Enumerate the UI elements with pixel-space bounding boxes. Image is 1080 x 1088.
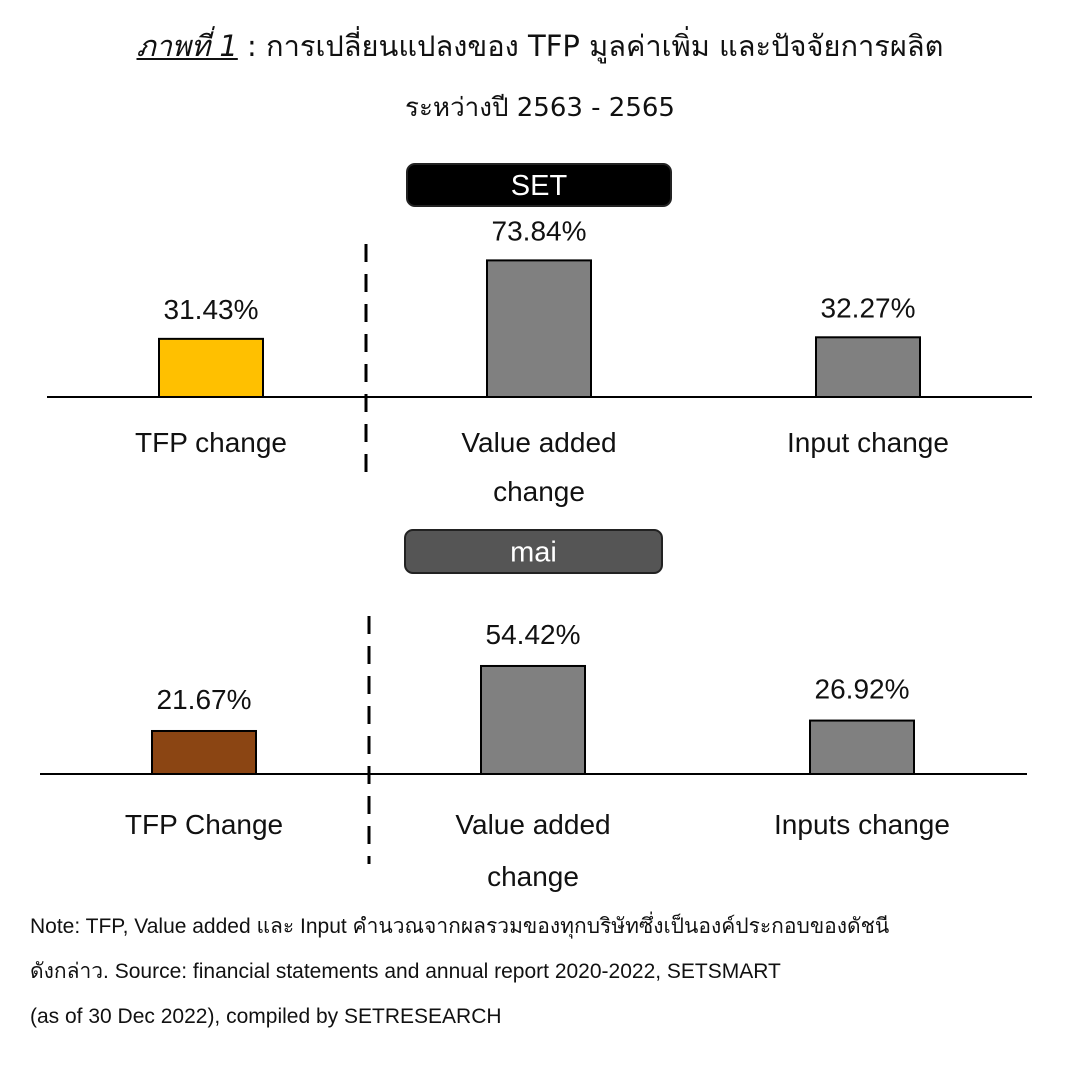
set-category-label-1: TFP change <box>135 427 287 458</box>
mai-data-label-2: 54.42% <box>486 619 581 650</box>
chart-title: ภาพที่ 1 : การเปลี่ยนแปลงของ TFP มูลค่าเ… <box>0 26 1080 66</box>
set-category-label-3: Input change <box>787 427 949 458</box>
chart-subtitle: ระหว่างปี 2563 - 2565 <box>405 93 675 123</box>
mai-data-label-1: 21.67% <box>157 684 252 715</box>
note-line-1: Note: TFP, Value added และ Input คำนวณจา… <box>30 915 890 938</box>
set-data-label-1: 31.43% <box>164 294 259 325</box>
mai-panel-label: mai <box>510 537 557 569</box>
set-bar-3 <box>815 336 921 399</box>
set-bar-1 <box>158 337 264 398</box>
mai-data-label-3: 26.92% <box>815 674 910 705</box>
mai-category-label-1: TFP Change <box>125 809 283 840</box>
set-category-label-2: Value added change <box>461 427 616 507</box>
figure-label: ภาพที่ 1 <box>136 29 238 63</box>
mai-category-label-3: Inputs change <box>774 809 950 840</box>
mai-bar-2 <box>480 664 586 776</box>
set-panel-label: SET <box>511 170 568 202</box>
set-data-label-2: 73.84% <box>492 215 587 246</box>
mai-bar-3 <box>809 719 915 775</box>
mai-panel-label-box <box>404 529 663 574</box>
mai-category-label-2: Value added change <box>455 809 610 892</box>
set-data-label-3: 32.27% <box>821 292 916 323</box>
note-line-3: (as of 30 Dec 2022), compiled by SETRESE… <box>30 1005 502 1028</box>
mai-bar-1 <box>151 729 257 775</box>
set-bar-2 <box>486 259 592 398</box>
set-panel-label-box <box>406 163 672 207</box>
chart-title-text: : การเปลี่ยนแปลงของ TFP มูลค่าเพิ่ม และป… <box>237 29 944 63</box>
note-line-2: ดังกล่าว. Source: financial statements a… <box>30 960 781 983</box>
